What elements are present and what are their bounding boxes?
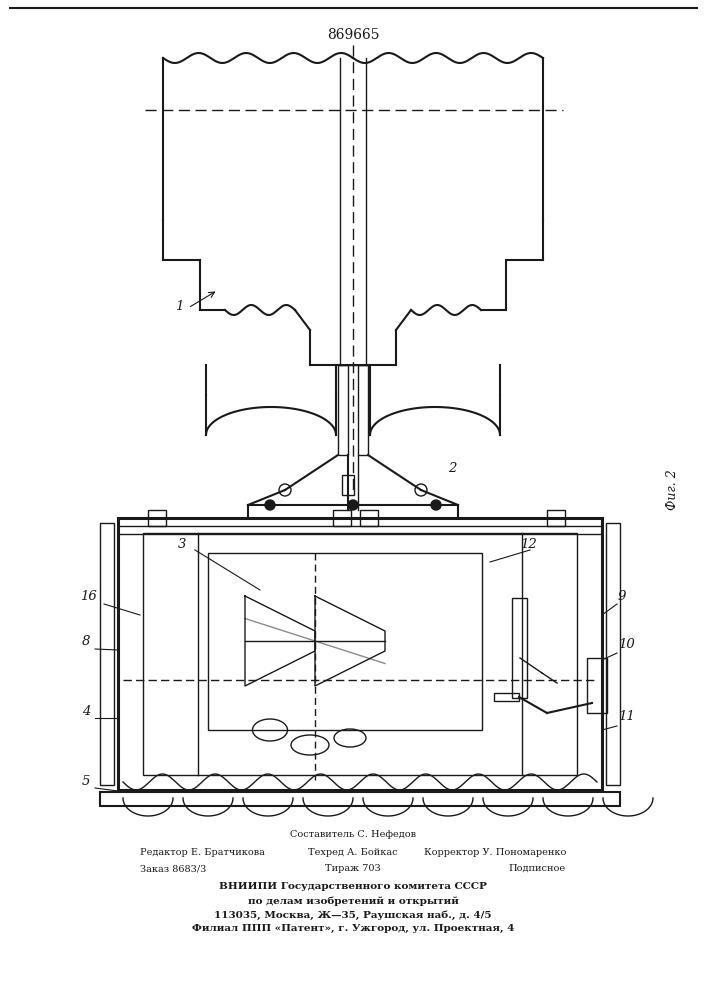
Text: по делам изобретений и открытий: по делам изобретений и открытий — [247, 896, 458, 906]
Circle shape — [431, 500, 441, 510]
Text: 3: 3 — [178, 538, 187, 551]
Bar — [100, 523, 114, 785]
Text: 8: 8 — [82, 635, 90, 648]
Bar — [512, 598, 527, 698]
Circle shape — [348, 500, 358, 510]
Text: 11: 11 — [618, 710, 635, 723]
Bar — [587, 658, 607, 713]
Text: Филиал ППП «Патент», г. Ужгород, ул. Проектная, 4: Филиал ППП «Патент», г. Ужгород, ул. Про… — [192, 924, 514, 933]
Text: Составитель С. Нефедов: Составитель С. Нефедов — [290, 830, 416, 839]
Bar — [338, 365, 348, 455]
Bar — [494, 693, 519, 701]
Bar — [118, 518, 602, 790]
Bar — [342, 475, 354, 495]
Text: 16: 16 — [80, 590, 97, 603]
Bar — [208, 553, 482, 730]
Text: 4: 4 — [82, 705, 90, 718]
Bar — [148, 510, 166, 526]
Bar — [333, 510, 351, 526]
Bar — [606, 523, 620, 785]
Bar — [358, 365, 368, 455]
Text: Подписное: Подписное — [509, 864, 566, 873]
Text: 869665: 869665 — [327, 28, 379, 42]
Text: Редактор Е. Братчикова: Редактор Е. Братчикова — [140, 848, 265, 857]
Bar — [143, 533, 577, 775]
Text: 5: 5 — [82, 775, 90, 788]
Circle shape — [265, 500, 275, 510]
Text: Корректор У. Пономаренко: Корректор У. Пономаренко — [423, 848, 566, 857]
Text: 10: 10 — [618, 638, 635, 651]
Text: 9: 9 — [618, 590, 626, 603]
Text: Тираж 703: Тираж 703 — [325, 864, 381, 873]
Text: 2: 2 — [448, 462, 457, 475]
Text: 1: 1 — [175, 300, 183, 313]
Text: 113035, Москва, Ж—35, Раушская наб., д. 4/5: 113035, Москва, Ж—35, Раушская наб., д. … — [214, 910, 492, 920]
Text: ВНИИПИ Государственного комитета СССР: ВНИИПИ Государственного комитета СССР — [219, 882, 487, 891]
Text: Фиг. 2: Фиг. 2 — [665, 470, 679, 510]
Bar — [360, 510, 378, 526]
Text: Заказ 8683/3: Заказ 8683/3 — [140, 864, 206, 873]
Text: Техред А. Бойкас: Техред А. Бойкас — [308, 848, 398, 857]
Bar — [547, 510, 565, 526]
Text: 12: 12 — [520, 538, 537, 551]
Bar — [100, 792, 620, 806]
